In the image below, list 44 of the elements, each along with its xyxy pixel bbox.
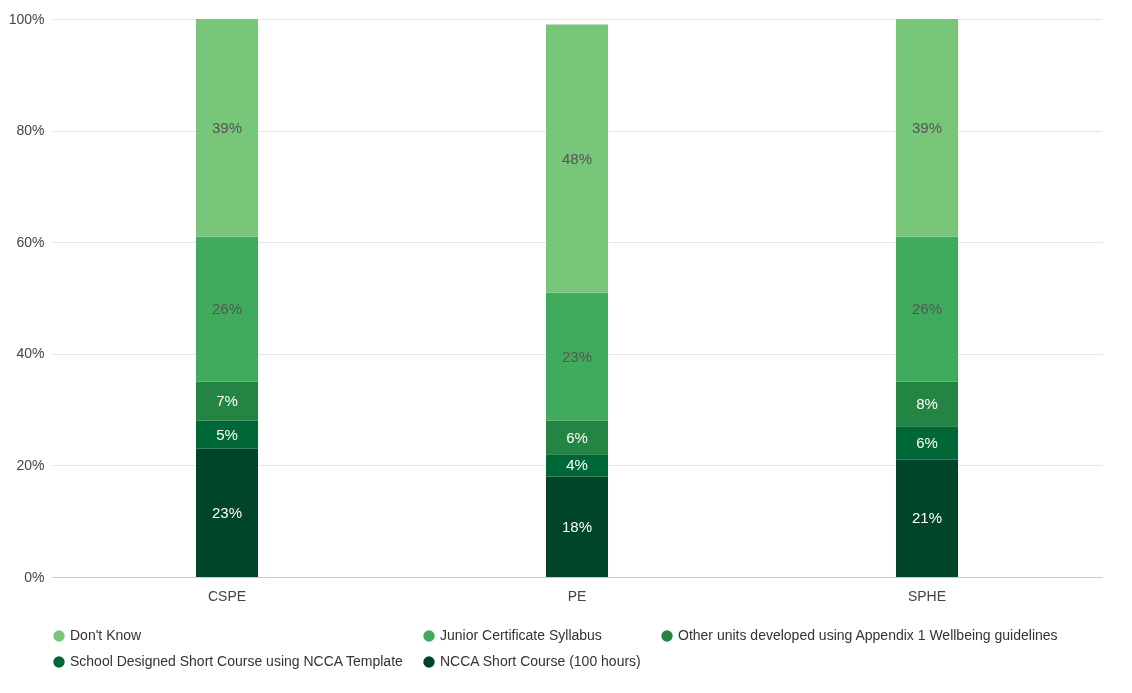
- bar: [546, 292, 608, 421]
- x-tick-label: PE: [567, 587, 587, 604]
- bar: [546, 454, 608, 477]
- bar: [196, 19, 258, 237]
- y-tick-label: 60%: [16, 233, 45, 250]
- bar: [546, 420, 608, 455]
- y-tick-label: 80%: [16, 122, 45, 139]
- x-tick-label: SPHE: [907, 587, 947, 604]
- y-tick-label: 100%: [8, 10, 45, 27]
- legend-label: School Designed Short Course using NCCA Template: [70, 653, 404, 669]
- data-label: 7%: [216, 392, 238, 410]
- bar: [896, 19, 958, 237]
- legend-label: NCCA Short Course (100 hours): [440, 653, 641, 669]
- legend-label: Other units developed using Appendix 1 Wellbeing guidelines: [678, 627, 1058, 643]
- y-tick-label: 20%: [16, 456, 45, 473]
- bar: [196, 381, 258, 421]
- legend-label: Don't Know: [70, 627, 143, 643]
- y-tick-label: 40%: [16, 345, 45, 362]
- data-label: 6%: [916, 434, 938, 452]
- bar: [196, 420, 258, 449]
- bar: [896, 381, 958, 427]
- data-label: 18%: [561, 517, 593, 535]
- data-label: 23%: [211, 503, 243, 521]
- data-label: 5%: [216, 425, 238, 443]
- data-label: 26%: [911, 300, 943, 318]
- bar: [196, 236, 258, 382]
- data-label: 6%: [566, 428, 588, 446]
- legend-label: Junior Certificate Syllabus: [440, 627, 602, 643]
- data-label: 26%: [211, 300, 243, 318]
- bar: [896, 459, 958, 577]
- y-tick-label: 0%: [24, 568, 45, 585]
- x-tick-label: CSPE: [207, 587, 247, 604]
- data-label: 23%: [561, 347, 593, 365]
- data-label: 39%: [211, 118, 243, 136]
- data-label: 39%: [911, 118, 943, 136]
- bar: [196, 448, 258, 577]
- data-label: 21%: [911, 509, 943, 527]
- bar: [896, 236, 958, 382]
- bar: [546, 24, 608, 293]
- data-label: 48%: [561, 149, 593, 167]
- bar: [896, 426, 958, 460]
- data-label: 8%: [916, 395, 938, 413]
- bar: [546, 476, 608, 577]
- data-label: 4%: [566, 456, 588, 474]
